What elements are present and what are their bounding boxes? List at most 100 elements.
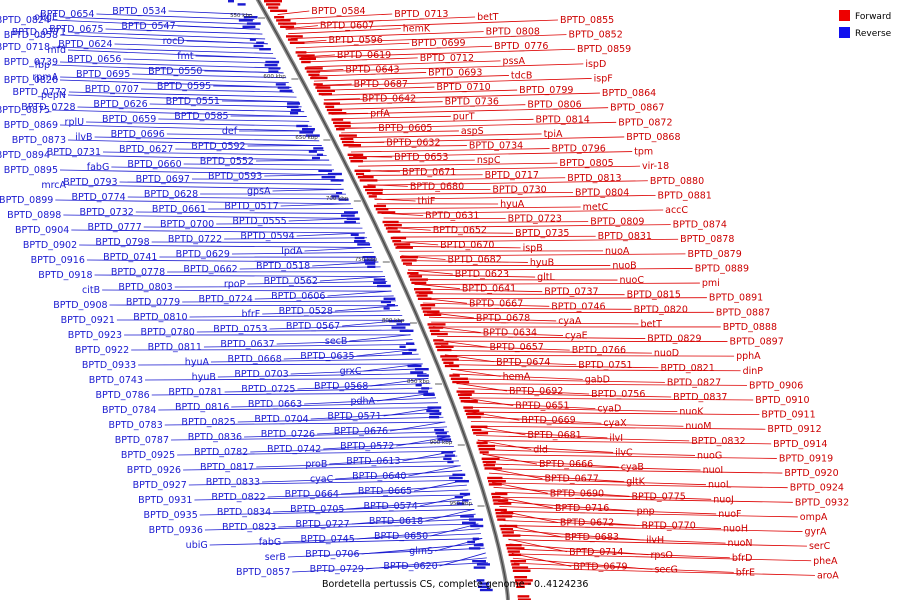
reverse-gene-label: BPTD_0822: [211, 492, 265, 503]
forward-gene-label: BPTD_0712: [420, 53, 474, 64]
reverse-gene-label: rocD: [163, 36, 185, 47]
reverse-gene-label: BPTD_0572: [340, 441, 394, 452]
reverse-connector: [194, 494, 470, 501]
forward-gene-glyph: [514, 576, 528, 579]
forward-gene-label: tpm: [634, 147, 653, 158]
reverse-gene-glyph: [479, 582, 490, 585]
forward-connector: [504, 525, 803, 532]
forward-gene-glyph: [479, 451, 489, 454]
reverse-gene-glyph: [406, 342, 415, 345]
reverse-gene-label: BPTD_0922: [75, 345, 129, 356]
forward-gene-glyph: [424, 313, 442, 316]
forward-connector: [508, 538, 568, 553]
reverse-gene-label: BPTD_0824: [0, 15, 50, 26]
reverse-gene-label: BPTD_0771: [12, 27, 66, 38]
forward-gene-label: BPTD_0669: [521, 415, 575, 426]
forward-connector: [338, 121, 617, 129]
reverse-gene-glyph: [402, 352, 413, 355]
forward-gene-glyph: [421, 307, 432, 310]
reverse-gene-label: BPTD_0700: [160, 219, 214, 230]
reverse-connector: [254, 295, 394, 300]
forward-gene-label: aroA: [817, 570, 839, 581]
reverse-connector: [323, 441, 453, 450]
forward-connector: [316, 78, 592, 87]
forward-gene-glyph: [434, 342, 449, 345]
reverse-gene-label: BPTD_0668: [227, 354, 281, 365]
forward-connector: [500, 510, 798, 518]
forward-gene-glyph: [488, 483, 502, 486]
forward-connector: [507, 534, 726, 544]
reverse-gene-glyph: [308, 150, 317, 153]
reverse-connector: [292, 562, 488, 573]
forward-gene-glyph: [467, 416, 481, 419]
forward-gene-glyph: [328, 112, 347, 115]
forward-gene-label: BPTD_0859: [577, 44, 631, 55]
forward-gene-glyph: [443, 361, 454, 364]
forward-gene-label: BPTD_0605: [378, 123, 432, 134]
forward-gene-label: hyuB: [530, 257, 554, 268]
reverse-gene-glyph: [373, 278, 386, 281]
forward-gene-label: metC: [583, 202, 609, 213]
reverse-gene-label: BPTD_0774: [71, 192, 125, 203]
reverse-gene-glyph: [461, 521, 476, 524]
forward-gene-label: ilvI: [609, 433, 623, 444]
forward-gene-glyph: [276, 19, 291, 22]
forward-gene-label: pssA: [503, 56, 526, 67]
reverse-connector: [334, 305, 398, 312]
forward-connector: [283, 16, 476, 25]
forward-connector: [493, 486, 630, 497]
reverse-gene-label: rplU: [65, 117, 85, 128]
forward-gene-glyph: [482, 460, 496, 464]
forward-gene-label: BPTD_0746: [551, 301, 605, 312]
forward-gene-glyph: [456, 390, 475, 393]
reverse-gene-glyph: [338, 198, 349, 201]
reverse-gene-label: BPTD_0695: [76, 69, 130, 80]
forward-gene-label: dld: [533, 444, 548, 455]
forward-gene-glyph: [428, 326, 444, 329]
forward-gene-glyph: [331, 118, 344, 121]
reverse-connector: [59, 79, 292, 88]
reverse-gene-label: BPTD_0731: [47, 147, 101, 158]
reverse-connector: [168, 10, 252, 15]
reverse-connector: [335, 470, 463, 480]
reverse-connector: [310, 411, 442, 420]
reverse-gene-label: BPTD_0664: [285, 489, 339, 500]
reverse-gene-label: BPTD_0547: [121, 21, 175, 32]
forward-gene-glyph: [515, 582, 532, 585]
reverse-gene-glyph: [417, 374, 429, 377]
reverse-gene-glyph: [429, 412, 442, 416]
reverse-gene-label: BPTD_0925: [121, 450, 175, 461]
reverse-gene-label: BPTD_0781: [168, 387, 222, 398]
reverse-connector: [63, 214, 358, 219]
forward-gene-glyph: [505, 544, 522, 547]
forward-connector: [420, 297, 707, 300]
forward-connector: [474, 430, 608, 439]
reverse-gene-label: fabG: [259, 537, 282, 548]
reverse-gene-glyph: [311, 156, 320, 160]
reverse-connector: [340, 484, 467, 495]
forward-gene-label: BPTD_0766: [572, 345, 626, 356]
reverse-connector: [177, 450, 456, 456]
forward-connector: [482, 454, 777, 459]
forward-gene-label: BPTD_0607: [320, 21, 374, 32]
legend-swatch-reverse: [839, 27, 850, 38]
reverse-connector: [250, 445, 454, 453]
reverse-gene-label: BPTD_0594: [240, 231, 294, 242]
forward-gene-label: ilvH: [646, 535, 664, 546]
reverse-connector: [317, 426, 447, 435]
reverse-gene-label: secB: [325, 336, 348, 347]
reverse-connector: [191, 178, 339, 180]
forward-gene-label: hemA: [503, 371, 531, 382]
forward-gene-glyph: [274, 16, 285, 19]
reverse-gene-label: BPTD_0778: [111, 267, 165, 278]
tick-label: 850 kbp: [407, 379, 430, 385]
reverse-gene-glyph: [242, 25, 256, 28]
forward-gene-glyph: [517, 595, 530, 598]
reverse-connector: [67, 49, 276, 59]
reverse-gene-label: BPTD_0624: [58, 39, 112, 50]
reverse-gene-label: BPTD_0650: [374, 531, 428, 542]
forward-connector: [362, 174, 483, 176]
forward-gene-label: BPTD_0670: [440, 240, 494, 251]
forward-gene-label: BPTD_0737: [544, 287, 598, 298]
forward-gene-label: BPTD_0829: [647, 334, 701, 345]
